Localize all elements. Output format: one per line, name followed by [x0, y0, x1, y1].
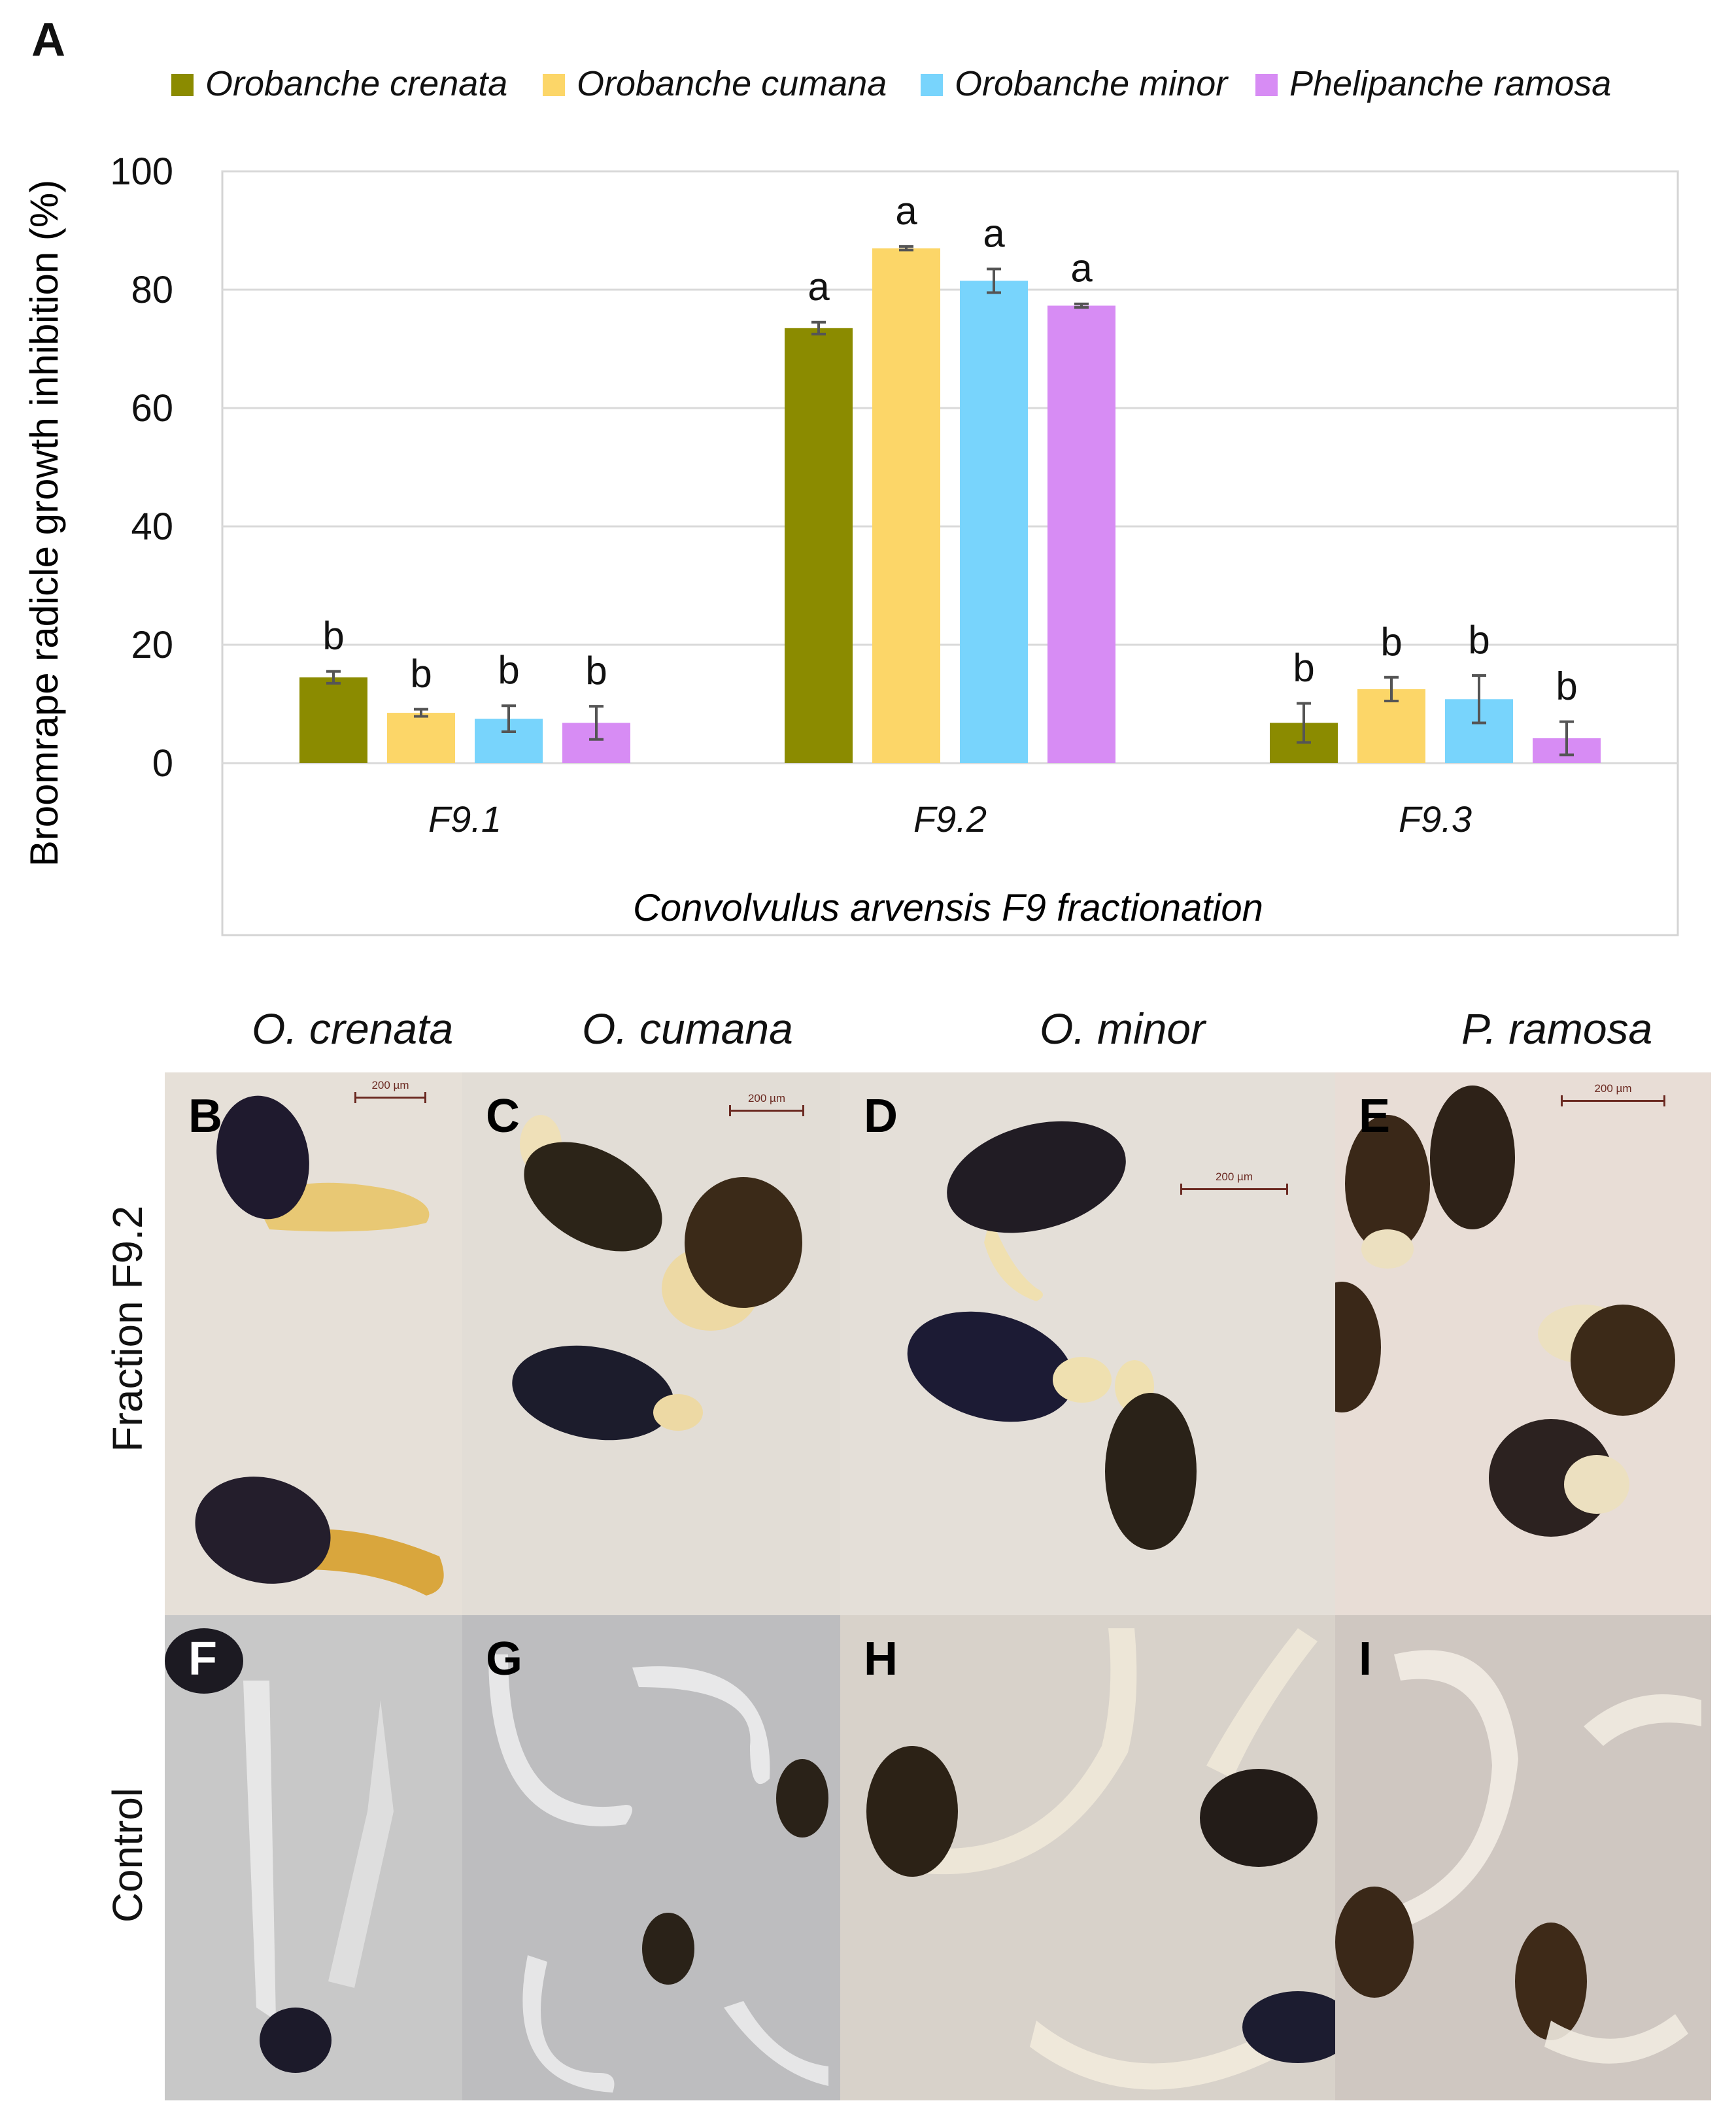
x-tick-label: F9.2 — [913, 798, 987, 840]
bar — [872, 248, 940, 763]
legend-label: Phelipanche ramosa — [1289, 64, 1611, 103]
significance-letter: a — [895, 189, 917, 233]
photo-panel-b: B 200 µm — [165, 1072, 462, 1615]
species-header-p-ramosa: P. ramosa — [1461, 1004, 1653, 1053]
bar — [299, 677, 367, 763]
y-tick-label: 20 — [131, 624, 173, 666]
significance-letter: a — [808, 265, 830, 309]
y-tick-label: 80 — [131, 269, 173, 311]
photo-panel-c: C 200 µm — [462, 1072, 840, 1615]
significance-letter: a — [1070, 247, 1093, 290]
panel-letter-c: C — [486, 1090, 520, 1142]
panel-letter-g: G — [486, 1633, 523, 1685]
significance-letter: b — [410, 652, 432, 696]
seedling-image — [866, 1628, 1335, 2090]
significance-letter: a — [983, 211, 1005, 255]
legend-swatch — [171, 74, 194, 96]
legend-label: Orobanche minor — [955, 64, 1229, 103]
photo-panel-h: H — [840, 1615, 1335, 2100]
seedling-image — [1335, 1650, 1701, 2064]
scale-bar: 200 µm — [729, 1092, 804, 1116]
x-axis-label: Convolvulus arvensis F9 fractionation — [633, 887, 1263, 929]
y-tick-label: 40 — [131, 505, 173, 548]
scale-bar: 200 µm — [1180, 1171, 1288, 1195]
seedling-image — [907, 1121, 1197, 1550]
legend-swatch — [921, 74, 943, 96]
panel-letter-h: H — [864, 1633, 898, 1685]
seedling-image — [165, 1628, 394, 2073]
photo-panel-e: E 200 µm — [1335, 1072, 1711, 1615]
gridlines — [222, 170, 1678, 764]
bar — [785, 328, 853, 763]
photo-panel-g: G — [462, 1615, 840, 2100]
x-tick-label: F9.3 — [1399, 798, 1472, 840]
y-tick-label: 60 — [131, 387, 173, 430]
panel-letter-e: E — [1359, 1090, 1391, 1142]
panel-letter-f: F — [188, 1633, 217, 1685]
bar — [1047, 305, 1115, 763]
panel-a-label: A — [31, 14, 65, 66]
legend-swatch — [543, 74, 565, 96]
species-header-o-crenata: O. crenata — [252, 1004, 454, 1053]
legend-label: Orobanche cumana — [577, 64, 887, 103]
error-bars — [326, 245, 1574, 757]
panel-letter-d: D — [864, 1090, 898, 1142]
y-axis-ticks: 0 20 40 60 80 100 — [110, 150, 173, 785]
row-label-control: Control — [104, 1787, 151, 1923]
legend-label: Orobanche crenata — [205, 64, 507, 103]
x-tick-label: F9.1 — [428, 798, 502, 840]
photo-panel-i: I — [1335, 1615, 1711, 2100]
significance-letter: b — [322, 614, 344, 658]
bar-chart: 0 20 40 60 80 100 b b b b a a a a b b b b F9.1 F9.2 F9.3 O… — [22, 64, 1679, 936]
significance-letter: b — [585, 649, 607, 692]
bars — [299, 248, 1601, 763]
significance-letter: b — [1293, 646, 1314, 690]
seedling-image — [512, 1115, 802, 1441]
legend: Orobanche crenata Orobanche cumana Orobanc… — [171, 64, 1611, 103]
seedling-image — [1335, 1086, 1675, 1537]
y-tick-label: 0 — [152, 742, 173, 785]
significance-letter: b — [1380, 620, 1402, 664]
species-header-o-cumana: O. cumana — [582, 1004, 793, 1053]
x-axis-ticks: F9.1 F9.2 F9.3 — [428, 798, 1472, 840]
seedling-image — [195, 1095, 444, 1596]
species-header-o-minor: O. minor — [1040, 1004, 1206, 1053]
y-tick-label: 100 — [110, 150, 173, 193]
legend-swatch — [1255, 74, 1278, 96]
panel-letter-i: I — [1359, 1633, 1372, 1685]
significance-letter: b — [498, 648, 519, 692]
panel-letter-b: B — [188, 1090, 222, 1142]
seedling-image — [488, 1654, 828, 2093]
photo-panel-f: F — [165, 1615, 462, 2100]
significance-letters: b b b b a a a a b b b b — [322, 189, 1577, 708]
row-label-fraction: Fraction F9.2 — [104, 1205, 151, 1452]
scale-bar: 200 µm — [1561, 1082, 1665, 1106]
significance-letter: b — [1468, 618, 1489, 662]
scale-bar: 200 µm — [354, 1079, 426, 1103]
photo-panel-d: D 200 µm — [840, 1072, 1335, 1615]
y-axis-label: Broomrape radicle growth inhibition (%) — [22, 180, 66, 866]
significance-letter: b — [1556, 664, 1577, 708]
bar — [960, 281, 1028, 763]
bar — [387, 713, 455, 763]
